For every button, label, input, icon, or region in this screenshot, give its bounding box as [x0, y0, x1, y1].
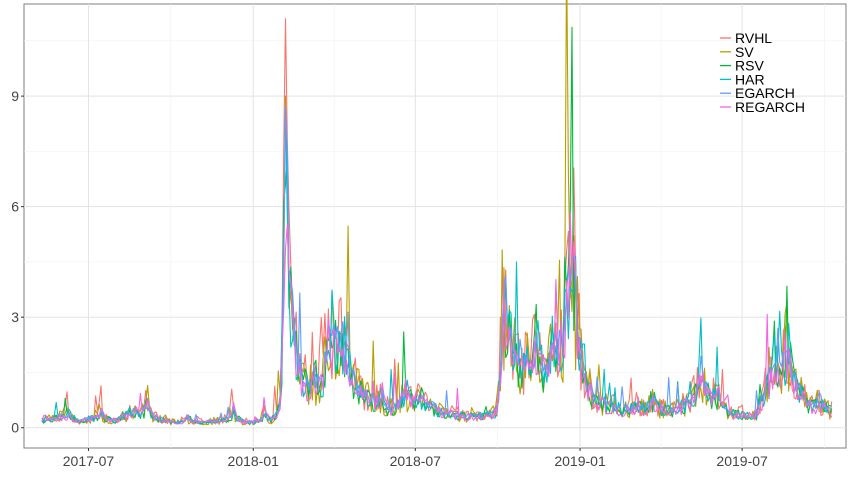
legend-label: RVHL — [735, 30, 772, 46]
y-axis: 0 3 6 9 — [11, 88, 24, 436]
x-tick-label: 2018-07 — [390, 453, 442, 469]
legend-label: HAR — [735, 71, 765, 87]
x-tick-label: 2019-01 — [554, 453, 606, 469]
plot-border — [23, 3, 847, 449]
legend-label: SV — [735, 44, 754, 60]
series-line-regarch — [41, 211, 833, 425]
x-tick-label: 2018-01 — [228, 453, 280, 469]
x-tick-label: 2017-07 — [63, 453, 115, 469]
y-tick-label: 6 — [11, 199, 19, 215]
legend-label: RSV — [735, 58, 764, 74]
x-tick-label: 2019-07 — [716, 453, 768, 469]
legend-label: EGARCH — [735, 85, 795, 101]
y-tick-label: 0 — [11, 420, 19, 436]
legend-label: REGARCH — [735, 99, 805, 115]
x-axis: 2017-07 2018-01 2018-07 2019-01 2019-07 — [63, 448, 768, 469]
series-lines — [41, 0, 833, 426]
y-tick-label: 3 — [11, 309, 19, 325]
y-tick-label: 9 — [11, 88, 19, 104]
grid-lines — [24, 4, 846, 448]
